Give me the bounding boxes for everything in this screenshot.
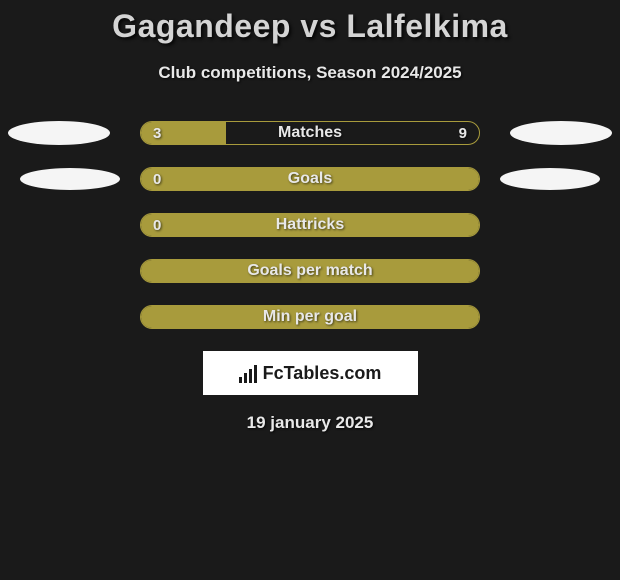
player-right-marker [510, 121, 612, 145]
stat-label: Matches [141, 124, 479, 142]
stat-value-right: 9 [459, 125, 467, 142]
stat-label: Goals [141, 170, 479, 188]
player-right-marker [500, 168, 600, 190]
player-left-marker [8, 121, 110, 145]
stat-bar: 0 Hattricks [140, 213, 480, 237]
stat-bar: 0 Goals [140, 167, 480, 191]
stat-row-matches: 3 Matches 9 [0, 121, 620, 145]
page-subtitle: Club competitions, Season 2024/2025 [0, 63, 620, 83]
stat-label: Goals per match [141, 262, 479, 280]
stat-bar: Goals per match [140, 259, 480, 283]
stat-label: Hattricks [141, 216, 479, 234]
page-title: Gagandeep vs Lalfelkima [0, 8, 620, 45]
stat-bar: Min per goal [140, 305, 480, 329]
logo: FcTables.com [239, 363, 382, 384]
stat-bar: 3 Matches 9 [140, 121, 480, 145]
stat-row-hattricks: 0 Hattricks [0, 213, 620, 237]
stat-row-goals: 0 Goals [0, 167, 620, 191]
stat-label: Min per goal [141, 308, 479, 326]
logo-box: FcTables.com [203, 351, 418, 395]
logo-text: FcTables.com [263, 363, 382, 384]
logo-chart-icon [239, 363, 259, 383]
comparison-container: Gagandeep vs Lalfelkima Club competition… [0, 0, 620, 433]
stat-row-goals-per-match: Goals per match [0, 259, 620, 283]
player-left-marker [20, 168, 120, 190]
stat-row-min-per-goal: Min per goal [0, 305, 620, 329]
date-label: 19 january 2025 [0, 413, 620, 433]
